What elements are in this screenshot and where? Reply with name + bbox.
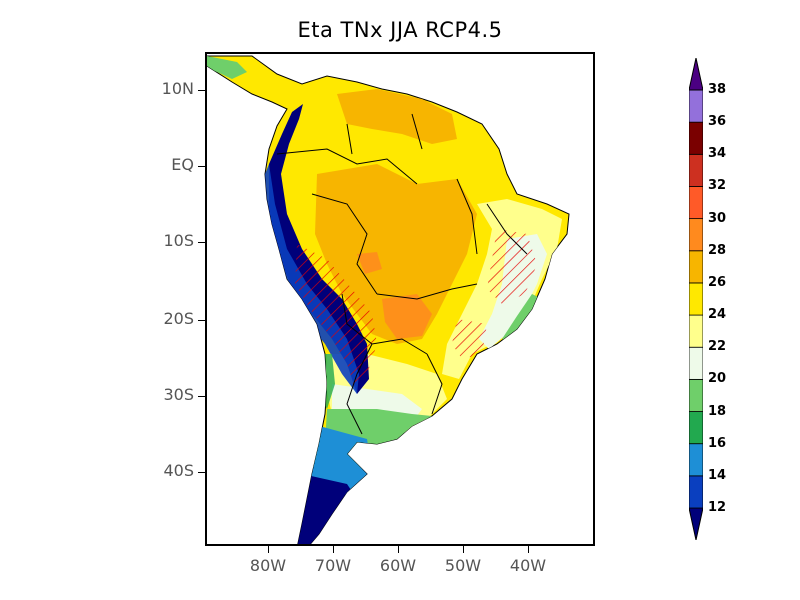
country-borders <box>276 113 528 435</box>
colorbar-swatch <box>689 378 703 412</box>
lon-tick <box>528 546 529 553</box>
colorbar-label: 26 <box>708 274 727 290</box>
lon-tick <box>398 546 399 553</box>
colorbar-swatch <box>689 346 703 380</box>
colorbar-top-arrow <box>689 58 703 91</box>
colorbar-label: 38 <box>708 82 727 97</box>
hatch-south-east <box>452 319 487 359</box>
colorbar-label: 34 <box>708 146 727 162</box>
lat-tick <box>198 320 205 321</box>
colorbar-swatch <box>689 186 703 220</box>
south-america-map <box>207 55 570 544</box>
lat-label-30s: 30S <box>163 385 194 404</box>
lon-label-60w: 60W <box>379 556 417 575</box>
colorbar-label: 18 <box>708 403 727 419</box>
lat-tick <box>198 90 205 91</box>
patagonia-12 <box>292 474 357 544</box>
colorbar-swatch <box>689 121 703 155</box>
lon-label-40w: 40W <box>509 556 547 575</box>
colorbar-label: 22 <box>708 339 727 355</box>
warm-region-north <box>337 89 457 144</box>
colorbar-swatch <box>689 218 703 252</box>
colorbar-swatch <box>689 89 703 123</box>
colorbar-swatch <box>689 443 703 477</box>
colorbar-label: 32 <box>708 178 727 194</box>
lat-label-10n: 10N <box>161 79 194 98</box>
hot-patches-30 <box>382 294 432 339</box>
colorbar-swatch <box>689 282 703 316</box>
colorbar-swatch <box>689 250 703 284</box>
map-panel <box>205 52 595 546</box>
lon-label-80w: 80W <box>249 556 287 575</box>
colorbar-swatch <box>689 475 703 509</box>
colorbar-label: 12 <box>708 500 727 515</box>
hot-patch-2 <box>357 252 382 274</box>
hatch-andes <box>295 244 377 389</box>
lat-tick <box>198 166 205 167</box>
colorbar-swatch <box>689 153 703 187</box>
colorbar-label: 30 <box>708 210 727 226</box>
colorbar-label: 28 <box>708 242 727 258</box>
lat-label-20s: 20S <box>163 309 194 328</box>
lon-tick <box>268 546 269 553</box>
map-title: Eta TNx JJA RCP4.5 <box>297 18 503 42</box>
colorbar-label: 24 <box>708 307 727 323</box>
lat-label-40s: 40S <box>163 461 194 480</box>
colorbar-label: 14 <box>708 467 727 483</box>
lat-label-10s: 10S <box>163 231 194 250</box>
hatch-east <box>487 229 537 304</box>
colorbar-label: 16 <box>708 435 727 451</box>
colorbar-swatch <box>689 411 703 445</box>
lon-label-50w: 50W <box>444 556 482 575</box>
colorbar <box>689 58 703 540</box>
central-america-green <box>207 56 247 79</box>
colorbar-label: 20 <box>708 371 727 387</box>
lat-tick <box>198 242 205 243</box>
lat-tick <box>198 396 205 397</box>
colorbar-swatch <box>689 314 703 348</box>
lat-label-eq: EQ <box>171 155 194 174</box>
colorbar-bottom-arrow <box>689 507 703 540</box>
lon-tick <box>463 546 464 553</box>
colorbar-label: 36 <box>708 114 727 130</box>
lat-tick <box>198 472 205 473</box>
lon-tick <box>333 546 334 553</box>
lon-label-70w: 70W <box>314 556 352 575</box>
east-coast-20 <box>502 294 542 344</box>
